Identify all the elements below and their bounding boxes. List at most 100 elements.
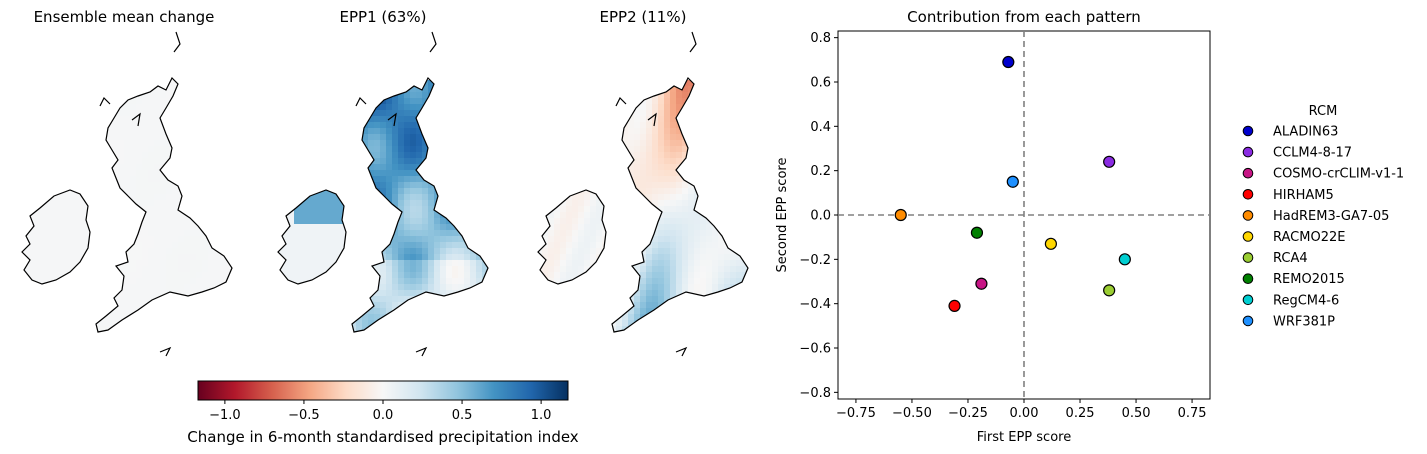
field-cell — [100, 182, 107, 189]
field-cell — [118, 266, 125, 273]
field-cell — [374, 206, 381, 213]
field-cell — [646, 86, 653, 93]
field-cell — [288, 236, 295, 243]
field-cell — [106, 236, 113, 243]
field-cell — [288, 190, 295, 195]
field-cell — [124, 278, 131, 285]
field-cell — [374, 116, 381, 123]
field-cell — [288, 218, 295, 225]
field-cell — [392, 128, 399, 135]
field-cell — [688, 296, 695, 303]
field-cell — [548, 272, 555, 279]
field-cell — [670, 278, 677, 285]
field-cell — [446, 290, 453, 297]
field-cell — [658, 110, 665, 117]
field-cell — [616, 260, 623, 267]
field-cell — [440, 182, 447, 189]
field-cell — [38, 218, 45, 225]
field-cell — [622, 242, 629, 249]
field-cell — [56, 248, 63, 255]
field-cell — [470, 254, 477, 261]
field-cell — [68, 266, 75, 273]
field-cell — [56, 260, 63, 267]
field-cell — [124, 92, 131, 99]
field-cell — [718, 242, 725, 249]
field-cell — [178, 140, 185, 147]
field-cell — [100, 284, 107, 291]
field-cell — [226, 158, 232, 165]
field-cell — [56, 200, 63, 207]
field-cell — [616, 212, 623, 219]
field-cell — [96, 110, 101, 117]
field-cell — [368, 116, 375, 123]
field-cell — [446, 110, 453, 117]
field-cell — [658, 104, 665, 111]
field-cell — [712, 218, 719, 225]
field-cell — [386, 98, 393, 105]
field-cell — [362, 110, 369, 117]
field-cell — [100, 80, 107, 87]
field-cell — [148, 212, 155, 219]
field-cell — [572, 272, 579, 279]
field-cell — [118, 176, 125, 183]
reference-lines — [838, 31, 1210, 399]
field-cell — [184, 158, 191, 165]
field-cell — [232, 92, 239, 99]
field-cell — [184, 242, 191, 249]
field-cell — [130, 218, 137, 225]
field-cell — [374, 290, 381, 297]
field-cell — [154, 326, 161, 332]
field-cell — [694, 296, 701, 303]
field-cell — [324, 260, 331, 267]
field-cell — [646, 218, 653, 225]
field-cell — [458, 200, 465, 207]
field-cell — [380, 296, 387, 303]
field-cell — [294, 212, 301, 219]
field-cell — [428, 152, 435, 159]
map-title-2: EPP1 (63%) — [340, 8, 427, 26]
field-cell — [300, 224, 307, 231]
field-cell — [422, 194, 429, 201]
field-cell — [676, 98, 683, 105]
field-cell — [440, 296, 447, 303]
field-cell — [538, 206, 543, 213]
field-cell — [688, 266, 695, 273]
field-cell — [736, 146, 743, 153]
field-cell — [184, 170, 191, 177]
field-cell — [278, 224, 283, 231]
field-cell — [742, 320, 748, 327]
field-cell — [96, 92, 101, 99]
field-cell — [50, 224, 57, 231]
field-cell — [718, 320, 725, 327]
field-cell — [748, 98, 755, 105]
field-cell — [130, 290, 137, 297]
field-cell — [100, 260, 107, 267]
field-cell — [404, 128, 411, 135]
field-cell — [44, 206, 51, 213]
field-cell — [112, 212, 119, 219]
field-cell — [154, 200, 161, 207]
field-cell — [670, 224, 677, 231]
field-cell — [288, 230, 295, 237]
field-cell — [730, 260, 737, 267]
field-cell — [470, 86, 477, 93]
field-cell — [658, 98, 665, 105]
field-cell — [80, 230, 87, 237]
field-cell — [226, 128, 232, 135]
field-cell — [422, 272, 429, 279]
field-cell — [712, 104, 719, 111]
field-cell — [336, 230, 343, 237]
field-cell — [724, 212, 731, 219]
field-cell — [446, 260, 453, 267]
field-cell — [440, 164, 447, 171]
field-cell — [682, 182, 689, 189]
field-cell — [664, 218, 671, 225]
field-cell — [374, 86, 381, 93]
field-cell — [148, 284, 155, 291]
field-cell — [446, 122, 453, 129]
field-cell — [410, 248, 417, 255]
field-cell — [96, 266, 101, 273]
field-cell — [166, 164, 173, 171]
field-cell — [160, 326, 167, 332]
field-cell — [142, 92, 149, 99]
